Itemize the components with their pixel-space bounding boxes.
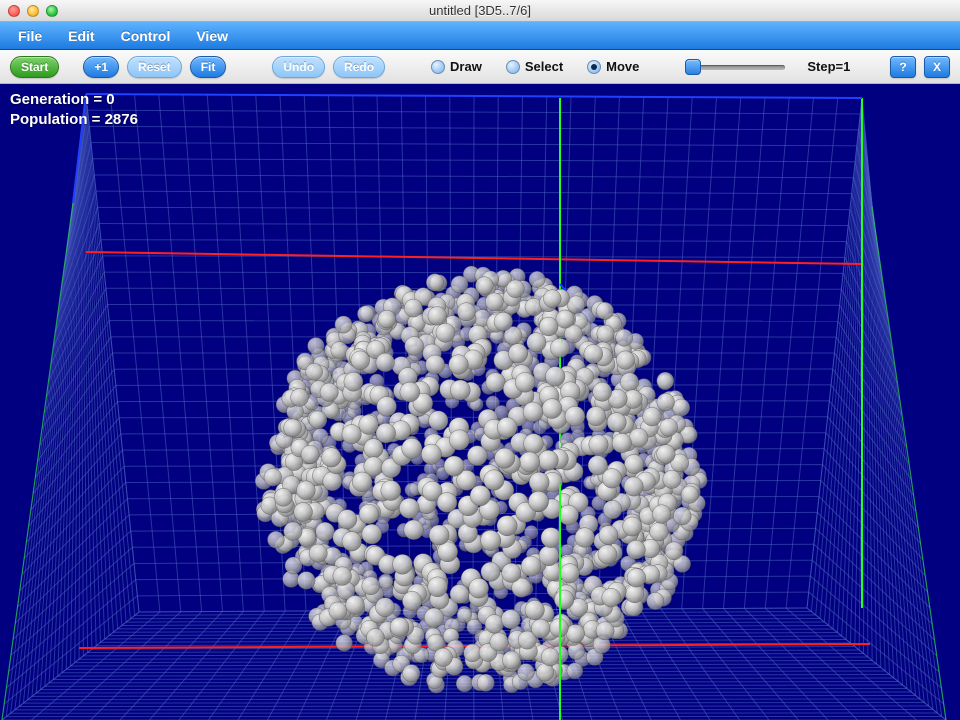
menu-view[interactable]: View bbox=[196, 28, 228, 44]
redo-button[interactable]: Redo bbox=[333, 56, 385, 78]
stats-overlay: Generation = 0 Population = 2876 bbox=[10, 90, 138, 131]
radio-icon bbox=[506, 60, 520, 74]
menu-file[interactable]: File bbox=[18, 28, 42, 44]
slider-knob[interactable] bbox=[685, 59, 701, 75]
toolbar: Start +1 Reset Fit Undo Redo Draw Select… bbox=[0, 50, 960, 84]
reset-button[interactable]: Reset bbox=[127, 56, 182, 78]
mode-select-label: Select bbox=[525, 59, 563, 74]
mode-move-radio[interactable]: Move bbox=[587, 59, 639, 74]
help-button[interactable]: ? bbox=[890, 56, 916, 78]
mode-select-radio[interactable]: Select bbox=[506, 59, 563, 74]
mode-draw-radio[interactable]: Draw bbox=[431, 59, 482, 74]
menu-control[interactable]: Control bbox=[121, 28, 171, 44]
mode-move-label: Move bbox=[606, 59, 639, 74]
radio-icon bbox=[587, 60, 601, 74]
window-controls bbox=[8, 5, 58, 17]
close-window-icon[interactable] bbox=[8, 5, 20, 17]
start-button[interactable]: Start bbox=[10, 56, 59, 78]
window-title: untitled [3D5..7/6] bbox=[0, 3, 960, 18]
titlebar: untitled [3D5..7/6] bbox=[0, 0, 960, 22]
menubar: File Edit Control View bbox=[0, 22, 960, 50]
viewport-3d[interactable]: Generation = 0 Population = 2876 bbox=[0, 84, 960, 720]
menu-edit[interactable]: Edit bbox=[68, 28, 94, 44]
zoom-window-icon[interactable] bbox=[46, 5, 58, 17]
minimize-window-icon[interactable] bbox=[27, 5, 39, 17]
step-label: Step=1 bbox=[807, 59, 850, 74]
undo-button[interactable]: Undo bbox=[272, 56, 325, 78]
plus1-button[interactable]: +1 bbox=[83, 56, 119, 78]
mode-draw-label: Draw bbox=[450, 59, 482, 74]
scene-svg bbox=[0, 84, 960, 720]
step-slider[interactable] bbox=[685, 58, 785, 76]
radio-icon bbox=[431, 60, 445, 74]
cell-cluster bbox=[255, 266, 707, 693]
close-button[interactable]: X bbox=[924, 56, 950, 78]
fit-button[interactable]: Fit bbox=[190, 56, 227, 78]
